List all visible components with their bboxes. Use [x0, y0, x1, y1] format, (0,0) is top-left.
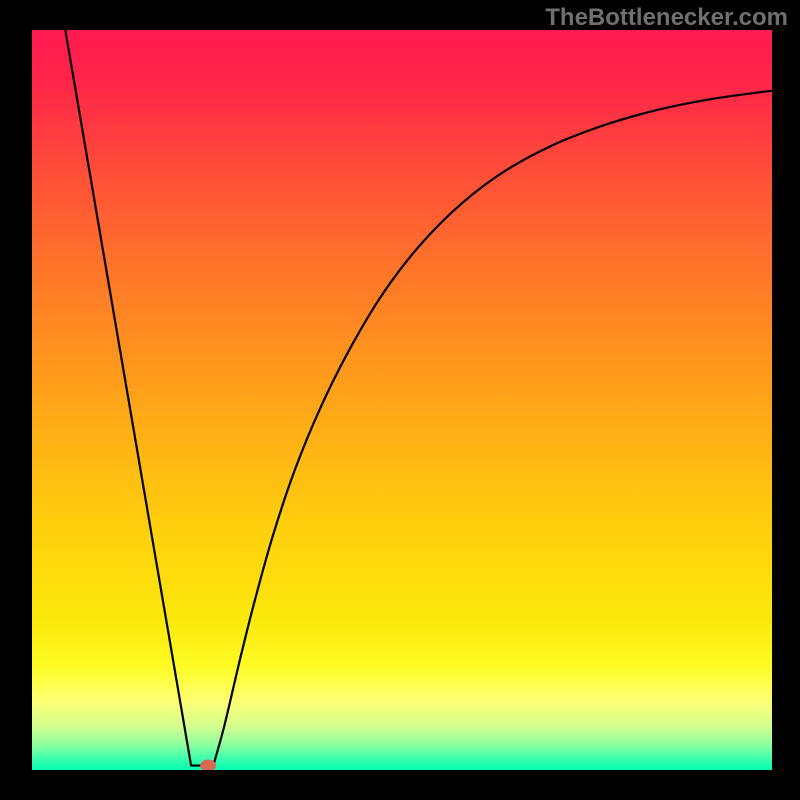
watermark-text: TheBottlenecker.com: [545, 4, 788, 32]
gradient-background: [32, 30, 772, 770]
plot-area: [32, 30, 772, 770]
chart-container: TheBottlenecker.com: [0, 0, 800, 800]
plot-svg: [32, 30, 772, 770]
